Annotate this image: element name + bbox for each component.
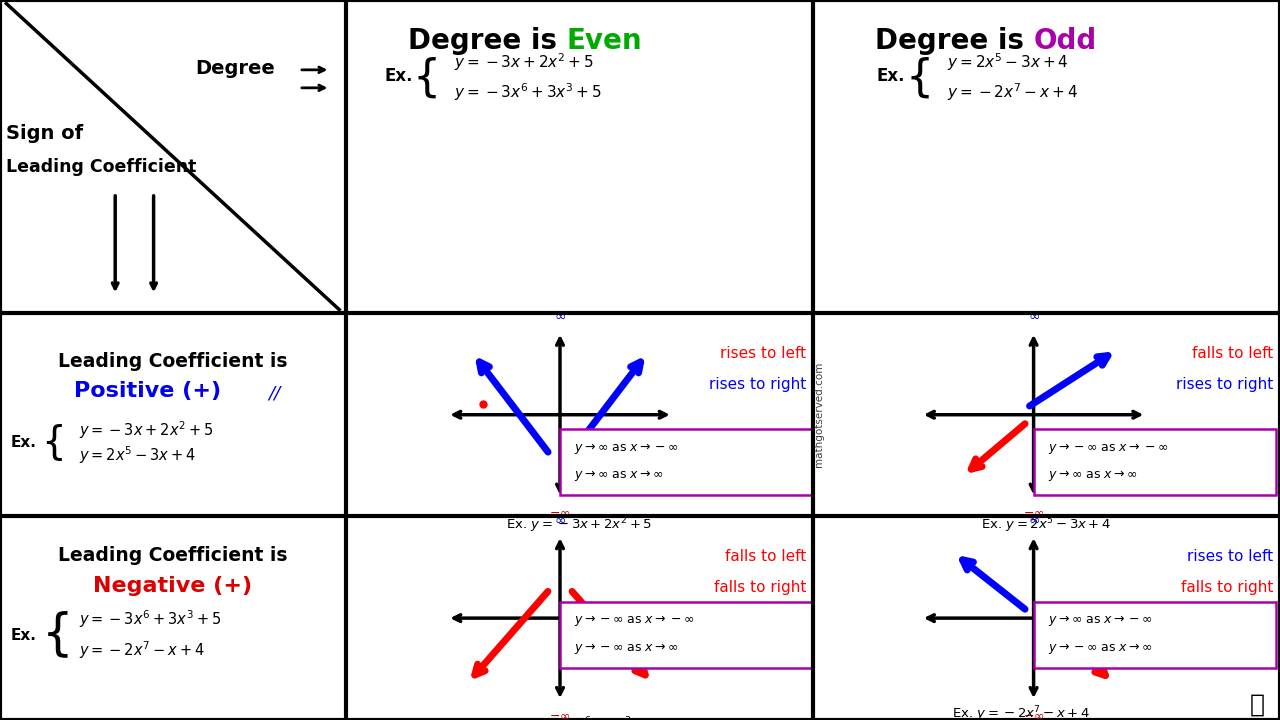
Text: $-\infty$: $-\infty$ (1023, 506, 1044, 519)
Text: $\infty$: $\infty$ (554, 513, 566, 527)
Text: $\{$: $\{$ (905, 55, 929, 100)
Text: $y \to -\infty$ as $x \to -\infty$: $y \to -\infty$ as $x \to -\infty$ (1048, 441, 1167, 456)
Text: $\{$: $\{$ (41, 423, 63, 463)
Text: 🧠: 🧠 (1249, 692, 1265, 716)
Text: $\{$: $\{$ (412, 55, 436, 100)
Text: $y \to \infty$ as $x \to -\infty$: $y \to \infty$ as $x \to -\infty$ (1048, 613, 1152, 629)
Text: Ex. $y = -3x + 2x^2 + 5$: Ex. $y = -3x + 2x^2 + 5$ (506, 516, 653, 535)
Text: $y = -2x^7 - x + 4$: $y = -2x^7 - x + 4$ (79, 639, 205, 661)
Text: Leading Coefficient: Leading Coefficient (6, 158, 197, 176)
Text: $-\infty$: $-\infty$ (549, 506, 571, 519)
Text: $y = -3x + 2x^2 + 5$: $y = -3x + 2x^2 + 5$ (79, 419, 214, 441)
Text: $y \to \infty$ as $x \to \infty$: $y \to \infty$ as $x \to \infty$ (575, 469, 663, 483)
Text: $y = 2x^5 - 3x + 4$: $y = 2x^5 - 3x + 4$ (947, 52, 1069, 73)
Text: Odd: Odd (1034, 27, 1097, 55)
Text: $y = -3x^6 + 3x^3 + 5$: $y = -3x^6 + 3x^3 + 5$ (454, 81, 603, 103)
Text: Ex.: Ex. (10, 436, 36, 450)
Text: falls to left: falls to left (726, 549, 806, 564)
Text: Degree is: Degree is (876, 27, 1034, 55)
Text: $y = -3x + 2x^2 + 5$: $y = -3x + 2x^2 + 5$ (454, 52, 594, 73)
Text: $\infty$: $\infty$ (1028, 310, 1039, 323)
Text: rises to right: rises to right (709, 377, 806, 392)
Text: falls to left: falls to left (1193, 346, 1274, 361)
Text: $\infty$: $\infty$ (554, 310, 566, 323)
Text: Ex. $y = -3x^6 + 3x^3 + 5$: Ex. $y = -3x^6 + 3x^3 + 5$ (503, 716, 655, 720)
Text: Sign of: Sign of (6, 124, 83, 143)
Text: Ex.: Ex. (877, 67, 905, 85)
Text: Even: Even (566, 27, 643, 55)
Text: Ex. $y = 2x^5 - 3x + 4$: Ex. $y = 2x^5 - 3x + 4$ (982, 516, 1111, 535)
Text: $\{$: $\{$ (41, 610, 68, 660)
Text: Ex.: Ex. (10, 628, 36, 642)
Text: rises to left: rises to left (721, 346, 806, 361)
Text: rises to right: rises to right (1176, 377, 1274, 392)
Text: $\infty$: $\infty$ (1028, 513, 1039, 527)
Text: $-\infty$: $-\infty$ (549, 710, 571, 720)
Text: $y \to -\infty$ as $x \to \infty$: $y \to -\infty$ as $x \to \infty$ (575, 641, 678, 656)
Text: Negative (+): Negative (+) (93, 576, 252, 596)
FancyBboxPatch shape (1034, 602, 1276, 668)
Text: $y = -3x^6 + 3x^3 + 5$: $y = -3x^6 + 3x^3 + 5$ (79, 608, 221, 630)
Text: $y \to -\infty$ as $x \to -\infty$: $y \to -\infty$ as $x \to -\infty$ (575, 613, 694, 629)
Text: Ex. $y = -2x^7 - x + 4$: Ex. $y = -2x^7 - x + 4$ (952, 704, 1089, 720)
Text: Ex.: Ex. (384, 67, 412, 85)
Text: Leading Coefficient is: Leading Coefficient is (58, 352, 288, 371)
FancyBboxPatch shape (561, 602, 813, 668)
Text: Degree: Degree (195, 59, 275, 78)
Text: falls to right: falls to right (1181, 580, 1274, 595)
Text: Positive (+): Positive (+) (74, 381, 220, 401)
Text: $y = 2x^5 - 3x + 4$: $y = 2x^5 - 3x + 4$ (79, 444, 196, 466)
FancyBboxPatch shape (1034, 429, 1276, 495)
Text: $-\infty$: $-\infty$ (1023, 710, 1044, 720)
Text: mathgotserved.com: mathgotserved.com (814, 362, 824, 467)
FancyBboxPatch shape (561, 429, 813, 495)
Text: $y \to -\infty$ as $x \to \infty$: $y \to -\infty$ as $x \to \infty$ (1048, 641, 1152, 656)
Text: falls to right: falls to right (714, 580, 806, 595)
Text: Leading Coefficient is: Leading Coefficient is (58, 546, 288, 565)
Text: rises to left: rises to left (1188, 549, 1274, 564)
Text: Degree is: Degree is (408, 27, 566, 55)
Text: //: // (269, 384, 282, 402)
Text: $y \to \infty$ as $x \to \infty$: $y \to \infty$ as $x \to \infty$ (1048, 469, 1137, 483)
Text: $y = -2x^7 - x + 4$: $y = -2x^7 - x + 4$ (947, 81, 1078, 103)
Text: $y \to \infty$ as $x \to -\infty$: $y \to \infty$ as $x \to -\infty$ (575, 441, 678, 456)
